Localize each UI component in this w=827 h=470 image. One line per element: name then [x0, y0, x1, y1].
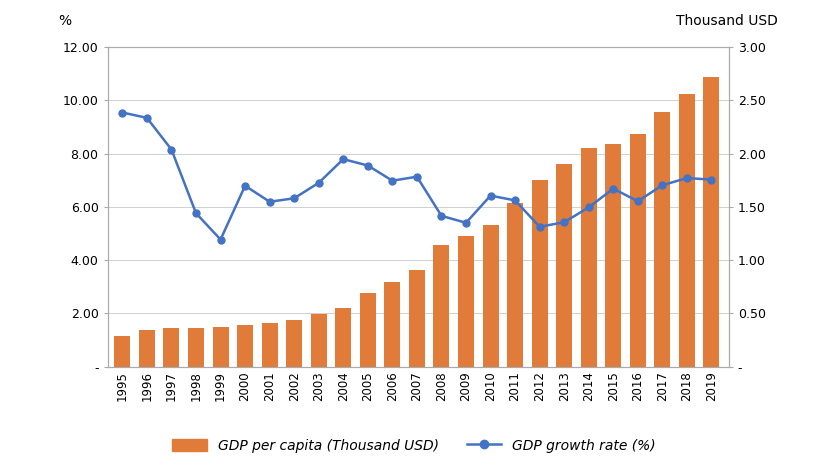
- Bar: [384, 282, 400, 367]
- Bar: [163, 328, 179, 367]
- Bar: [605, 144, 620, 367]
- Bar: [360, 293, 375, 367]
- Bar: [506, 203, 523, 367]
- Bar: [556, 164, 571, 367]
- Bar: [139, 330, 155, 367]
- Bar: [335, 308, 351, 367]
- Bar: [409, 270, 424, 367]
- Legend: GDP per capita (Thousand USD), GDP growth rate (%): GDP per capita (Thousand USD), GDP growt…: [166, 433, 661, 458]
- Bar: [188, 328, 203, 367]
- Text: Thousand USD: Thousand USD: [676, 14, 777, 28]
- Bar: [286, 320, 302, 367]
- Bar: [531, 180, 547, 367]
- Bar: [310, 314, 327, 367]
- Bar: [213, 327, 228, 367]
- Bar: [678, 94, 694, 367]
- Bar: [580, 148, 596, 367]
- Bar: [261, 323, 277, 367]
- Bar: [114, 336, 130, 367]
- Bar: [457, 235, 473, 367]
- Bar: [703, 77, 719, 367]
- Bar: [482, 225, 498, 367]
- Bar: [237, 325, 253, 367]
- Bar: [653, 112, 670, 367]
- Bar: [433, 245, 449, 367]
- Text: %: %: [58, 14, 71, 28]
- Bar: [629, 134, 645, 367]
